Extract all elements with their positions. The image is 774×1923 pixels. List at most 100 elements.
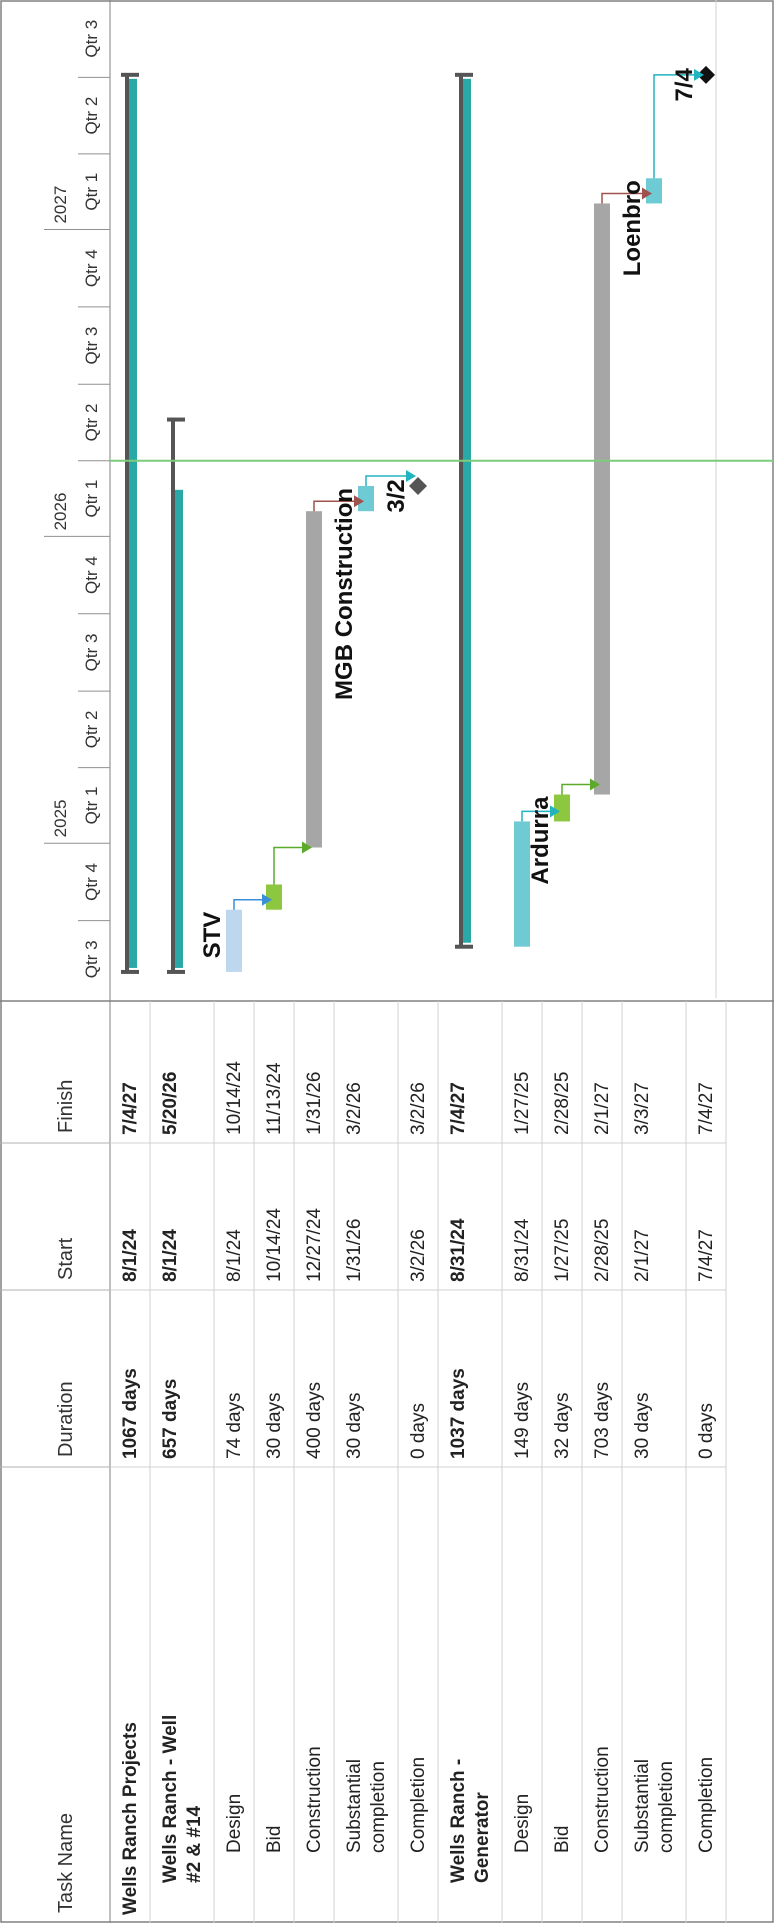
task-name: Wells Ranch Projects <box>120 1722 141 1915</box>
task-name: Completion <box>408 1757 429 1853</box>
task-name: Bid <box>264 1826 285 1853</box>
task-finish: 7/4/27 <box>448 1082 469 1135</box>
dependency-arrow <box>642 187 652 200</box>
task-start: 2/1/27 <box>632 1229 653 1282</box>
column-header-task-name: Task Name <box>55 1813 77 1913</box>
resource-label: STV <box>199 912 226 959</box>
task-name: Design <box>512 1794 533 1853</box>
task-bar <box>594 203 610 795</box>
dependency-arrow <box>550 805 560 818</box>
task-start: 2/28/25 <box>592 1219 613 1282</box>
year-label: 2025 <box>51 799 70 837</box>
quarter-label: Qtr 4 <box>82 556 101 594</box>
task-name: Construction <box>592 1746 613 1853</box>
quarter-label: Qtr 4 <box>82 863 101 901</box>
task-duration: 1037 days <box>448 1368 469 1459</box>
task-finish: 11/13/24 <box>264 1062 285 1135</box>
dependency-arrow <box>694 68 704 81</box>
resource-label: Loenbro <box>619 180 646 276</box>
dependency-link <box>365 475 408 486</box>
quarter-label: Qtr 2 <box>82 97 101 135</box>
quarter-label: Qtr 3 <box>82 634 101 672</box>
task-duration: 0 days <box>696 1403 717 1459</box>
task-finish: 3/2/26 <box>344 1082 365 1135</box>
quarter-label: Qtr 3 <box>82 940 101 978</box>
progress-bar <box>175 489 183 968</box>
quarter-label: Qtr 2 <box>82 404 101 442</box>
dependency-arrow <box>354 495 364 508</box>
task-bar <box>646 178 662 204</box>
task-name: completion <box>368 1761 389 1853</box>
column-header-finish: Finish <box>55 1080 77 1133</box>
task-start: 8/31/24 <box>448 1218 469 1282</box>
task-duration: 74 days <box>224 1392 245 1459</box>
task-finish: 3/3/27 <box>632 1082 653 1135</box>
progress-bar <box>463 78 471 943</box>
dependency-link <box>601 192 644 204</box>
task-duration: 30 days <box>344 1392 365 1459</box>
summary-bar <box>171 419 175 972</box>
task-start: 10/14/24 <box>264 1208 285 1282</box>
task-name: Construction <box>304 1746 325 1853</box>
task-start: 1/27/25 <box>552 1219 573 1282</box>
task-bar <box>226 909 242 972</box>
task-bar <box>358 485 374 512</box>
quarter-label: Qtr 3 <box>82 327 101 365</box>
task-name: Design <box>224 1794 245 1853</box>
task-duration: 657 days <box>160 1379 181 1459</box>
summary-bar-cap <box>167 969 185 974</box>
task-duration: 30 days <box>632 1392 653 1459</box>
task-finish: 7/4/27 <box>120 1082 141 1135</box>
column-header-duration: Duration <box>55 1381 77 1457</box>
dependency-link <box>521 810 552 822</box>
year-label: 2026 <box>51 493 70 531</box>
task-duration: 400 days <box>304 1382 325 1459</box>
task-start: 8/31/24 <box>512 1218 533 1282</box>
task-name: Completion <box>696 1757 717 1853</box>
task-bar <box>266 884 282 910</box>
task-finish: 2/28/25 <box>552 1072 573 1135</box>
dependency-arrow <box>590 778 600 791</box>
dependency-link <box>233 898 264 910</box>
dependency-arrow <box>406 469 416 482</box>
task-finish: 2/1/27 <box>592 1082 613 1135</box>
milestone-diamond <box>697 65 715 84</box>
summary-bar <box>125 74 129 972</box>
milestone-label: 3/2 <box>383 479 410 512</box>
task-name: Bid <box>552 1826 573 1853</box>
task-name: Wells Ranch - <box>448 1759 469 1883</box>
task-finish: 3/2/26 <box>408 1082 429 1135</box>
task-name: Wells Ranch - Well <box>160 1715 181 1883</box>
task-start: 8/1/24 <box>160 1229 181 1282</box>
dependency-arrow <box>302 841 312 854</box>
task-start: 3/2/26 <box>408 1229 429 1282</box>
task-name: #2 & #14 <box>184 1805 205 1883</box>
task-duration: 30 days <box>264 1392 285 1459</box>
task-start: 7/4/27 <box>696 1229 717 1282</box>
summary-bar <box>459 74 463 947</box>
task-name: completion <box>656 1761 677 1853</box>
task-name: Substantial <box>632 1759 653 1853</box>
task-bar <box>306 511 322 848</box>
resource-label: MGB Construction <box>331 488 358 700</box>
task-start: 8/1/24 <box>224 1229 245 1282</box>
milestone-label: 7/4 <box>671 68 698 102</box>
dependency-link <box>653 74 696 179</box>
summary-bar-cap <box>121 969 139 974</box>
task-duration: 0 days <box>408 1403 429 1459</box>
quarter-label: Qtr 1 <box>82 787 101 825</box>
task-finish: 5/20/26 <box>160 1072 181 1135</box>
quarter-label: Qtr 1 <box>82 480 101 518</box>
task-bar <box>514 821 530 947</box>
summary-bar-cap <box>121 72 139 77</box>
dependency-link <box>273 846 304 885</box>
task-finish: 1/31/26 <box>304 1072 325 1135</box>
task-duration: 32 days <box>552 1392 573 1459</box>
dependency-arrow <box>262 893 272 906</box>
summary-bar-cap <box>167 417 185 422</box>
task-start: 1/31/26 <box>344 1219 365 1282</box>
resource-label: Ardurra <box>527 796 554 885</box>
